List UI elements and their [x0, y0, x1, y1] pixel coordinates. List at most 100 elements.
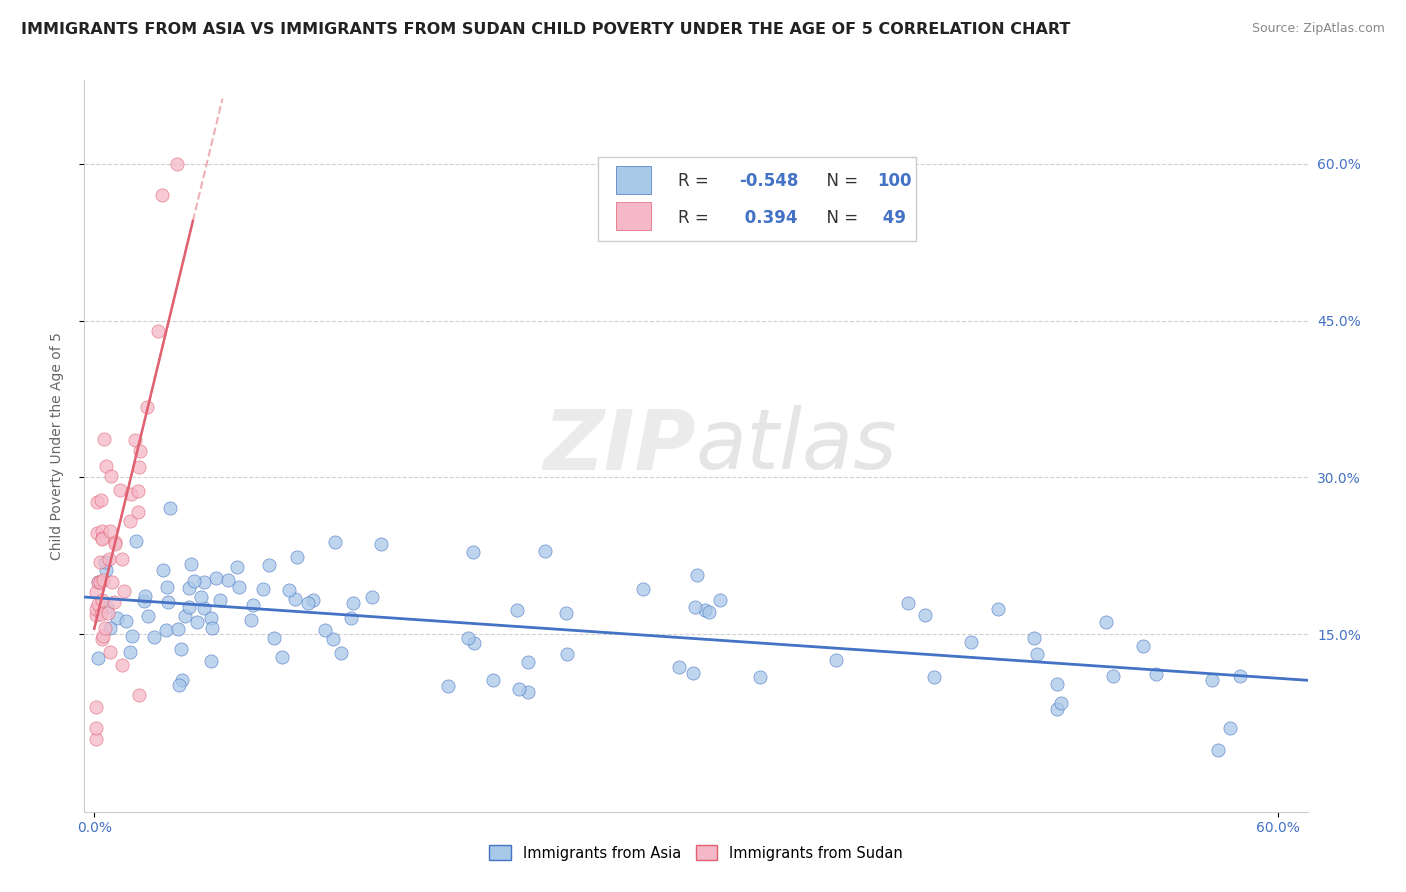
Point — [239, 613, 262, 627]
Point — [437, 679, 460, 693]
Point — [482, 673, 505, 688]
Point — [132, 594, 155, 608]
Point — [104, 534, 127, 549]
Point — [709, 592, 731, 607]
Point — [190, 591, 212, 605]
Point — [252, 582, 274, 596]
Text: ZIP: ZIP — [543, 406, 696, 486]
Point — [179, 600, 201, 615]
Point — [208, 592, 231, 607]
Point — [94, 555, 117, 569]
Point — [156, 581, 179, 595]
Point — [1144, 667, 1167, 681]
Point — [340, 610, 363, 624]
Point — [370, 537, 392, 551]
Point — [1046, 701, 1069, 715]
Point — [516, 685, 538, 699]
Point — [94, 563, 117, 577]
Point — [156, 594, 179, 608]
Point — [461, 545, 484, 559]
Point — [228, 580, 250, 594]
Point — [508, 682, 530, 697]
Point — [142, 630, 165, 644]
Point — [97, 606, 120, 620]
Point — [217, 573, 239, 587]
Point — [1095, 615, 1118, 629]
Point — [170, 641, 193, 656]
Point — [127, 505, 149, 519]
Point — [284, 592, 307, 607]
Point — [120, 644, 142, 658]
Point — [361, 590, 384, 604]
Point — [897, 596, 920, 610]
Text: 100: 100 — [877, 172, 911, 190]
Point — [193, 601, 215, 615]
Point — [285, 550, 308, 565]
Point — [302, 593, 325, 607]
Point — [84, 584, 107, 599]
Point — [1022, 631, 1045, 645]
Point — [84, 731, 107, 746]
Point — [695, 603, 717, 617]
Point — [152, 563, 174, 577]
Point — [685, 600, 707, 615]
Point — [128, 688, 150, 702]
Point — [124, 533, 146, 548]
Point — [128, 460, 150, 475]
Point — [257, 558, 280, 573]
Point — [322, 632, 344, 646]
Y-axis label: Child Poverty Under the Age of 5: Child Poverty Under the Age of 5 — [49, 332, 63, 560]
Point — [534, 543, 557, 558]
Point — [91, 632, 114, 646]
Point — [112, 584, 135, 599]
Point — [685, 568, 707, 582]
Point — [170, 673, 193, 687]
Point — [342, 596, 364, 610]
Point — [98, 551, 121, 566]
Point — [278, 583, 301, 598]
Point — [98, 524, 121, 539]
Point — [111, 551, 134, 566]
Point — [89, 555, 111, 569]
Point — [110, 483, 132, 497]
Point — [263, 631, 285, 645]
Text: atlas: atlas — [696, 406, 897, 486]
Point — [180, 557, 202, 571]
Point — [554, 606, 576, 620]
Point — [91, 531, 114, 545]
Point — [631, 582, 654, 596]
Point — [90, 492, 112, 507]
Point — [193, 575, 215, 590]
Point — [179, 582, 201, 596]
Point — [90, 524, 112, 538]
Point — [124, 433, 146, 447]
Point — [242, 598, 264, 612]
Point — [87, 651, 110, 665]
Point — [84, 608, 107, 623]
Point — [205, 571, 228, 585]
FancyBboxPatch shape — [616, 166, 651, 194]
Point — [90, 607, 112, 621]
Point — [91, 532, 114, 546]
Point — [186, 615, 208, 630]
Point — [89, 575, 111, 590]
Point — [1102, 669, 1125, 683]
Point — [86, 598, 108, 612]
Point — [748, 670, 770, 684]
FancyBboxPatch shape — [598, 157, 917, 241]
Point — [463, 636, 485, 650]
Text: 0.394: 0.394 — [738, 209, 797, 227]
Point — [200, 654, 222, 668]
Point — [84, 721, 107, 735]
Point — [200, 621, 222, 635]
Point — [136, 400, 159, 414]
Point — [96, 459, 118, 474]
Point — [271, 650, 294, 665]
Text: Source: ZipAtlas.com: Source: ZipAtlas.com — [1251, 22, 1385, 36]
Point — [84, 602, 107, 616]
Point — [174, 609, 197, 624]
Point — [557, 647, 579, 661]
Point — [330, 646, 353, 660]
Point — [505, 603, 527, 617]
Point — [668, 660, 690, 674]
